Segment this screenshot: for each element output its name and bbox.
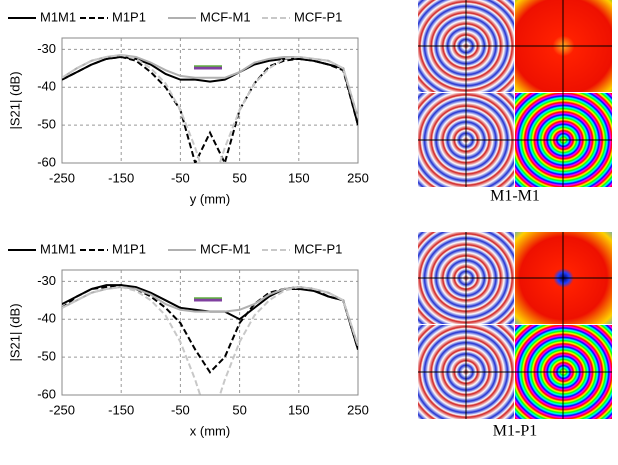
- series-line: [62, 54, 358, 118]
- x-tick-label: -50: [171, 170, 190, 185]
- legend-label: M1M1: [40, 241, 76, 256]
- plot-frame: [61, 269, 359, 396]
- legend-label: M1M1: [40, 9, 76, 24]
- legend-label: MCF-M1: [200, 241, 251, 256]
- chart: -30 -40 -50 -60-250 -150 -50 50 150 250 x (mm) |S2…: [7, 241, 368, 438]
- chart: -30 -40 -50 -60-250 -150 -50 50 150 250 y (mm) |S2…: [7, 9, 368, 206]
- x-tick-label: -50: [171, 402, 190, 417]
- x-tick-label: 50: [232, 170, 246, 185]
- x-tick-label: 250: [347, 402, 369, 417]
- series-line: [62, 284, 358, 350]
- legend-label: MCF-M1: [200, 9, 251, 24]
- x-tick-label: 50: [232, 402, 246, 417]
- x-tick-label: -250: [49, 402, 75, 417]
- legend-label: M1P1: [112, 241, 146, 256]
- series-line: [62, 286, 358, 395]
- legend-label: MCF-P1: [294, 241, 342, 256]
- field-maps-2: [418, 232, 612, 419]
- legend-label: M1P1: [112, 9, 146, 24]
- x-tick-label: -250: [49, 170, 75, 185]
- crosshair: [418, 232, 612, 419]
- field-maps-1: [418, 0, 612, 187]
- x-tick-label: -150: [108, 402, 134, 417]
- y-tick-label: -60: [37, 386, 56, 401]
- y-tick-label: -50: [37, 349, 56, 364]
- series-line: [62, 55, 358, 163]
- y-tick-label: -60: [37, 154, 56, 169]
- y-tick-label: -30: [37, 273, 56, 288]
- image-caption: M1-M1: [490, 188, 540, 205]
- y-tick-label: -40: [37, 311, 56, 326]
- legend-label: MCF-P1: [294, 9, 342, 24]
- crosshair: [418, 0, 612, 187]
- y-tick-label: -40: [37, 79, 56, 94]
- y-axis-label: |S21| (dB): [7, 71, 22, 129]
- series-line: [62, 54, 358, 163]
- x-tick-label: 250: [347, 170, 369, 185]
- image-caption: M1-P1: [493, 423, 537, 440]
- x-tick-label: -150: [108, 170, 134, 185]
- x-tick-label: 150: [288, 402, 310, 417]
- x-axis-label: x (mm): [190, 423, 230, 438]
- y-tick-label: -30: [37, 41, 56, 56]
- plot-frame: [61, 37, 359, 164]
- y-axis-label: |S21| (dB): [7, 303, 22, 361]
- x-axis-label: y (mm): [190, 191, 230, 206]
- y-tick-label: -50: [37, 117, 56, 132]
- x-tick-label: 150: [288, 170, 310, 185]
- series-line: [62, 286, 358, 347]
